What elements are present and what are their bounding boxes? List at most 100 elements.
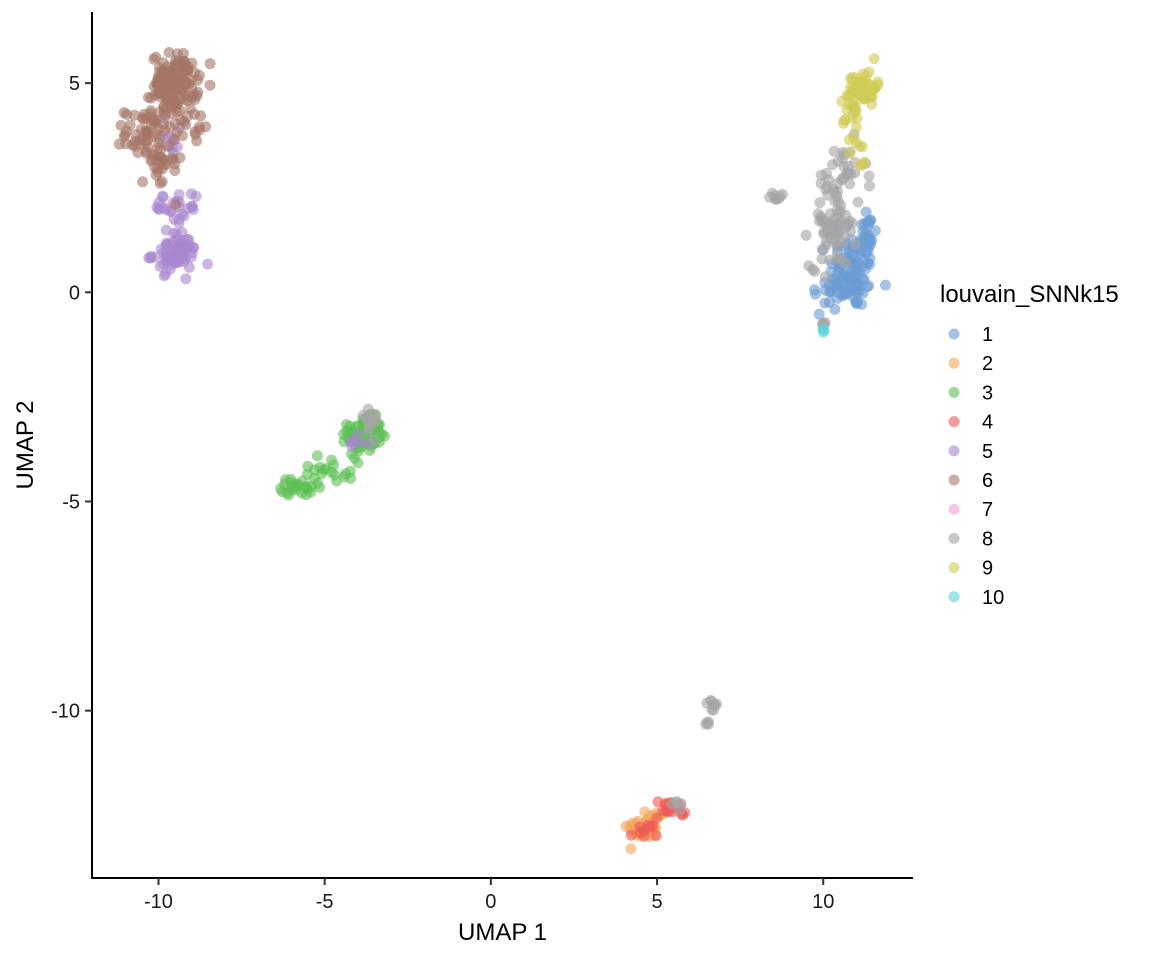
data-point-cluster-1	[856, 298, 868, 310]
data-point-cluster-6	[137, 112, 148, 124]
legend-key-4	[948, 416, 960, 428]
data-point-cluster-8	[841, 168, 853, 180]
data-point-cluster-5	[177, 235, 189, 246]
data-point-cluster-6	[132, 147, 144, 159]
data-point-cluster-6	[148, 53, 160, 65]
data-point-cluster-5	[345, 436, 357, 448]
data-point-cluster-5	[154, 260, 166, 272]
data-point-cluster-5	[183, 202, 194, 214]
data-point-cluster-6	[121, 108, 133, 120]
legend-label-2: 2	[982, 353, 993, 375]
data-point-cluster-8	[816, 243, 828, 255]
data-point-cluster-6	[146, 111, 158, 123]
data-point-cluster-8	[840, 258, 852, 270]
legend-label-7: 7	[982, 499, 993, 521]
legend-key-7	[948, 503, 960, 515]
data-point-cluster-1	[829, 303, 841, 315]
data-point-cluster-9	[850, 104, 862, 116]
data-point-cluster-6	[146, 131, 158, 143]
legend-label-4: 4	[982, 412, 993, 434]
legend-label-10: 10	[982, 587, 1004, 609]
data-point-cluster-9	[838, 114, 850, 126]
data-point-cluster-8	[832, 195, 844, 207]
data-point-cluster-3	[279, 478, 291, 490]
legend-key-8	[948, 532, 960, 544]
data-point-cluster-6	[121, 125, 132, 137]
data-point-cluster-1	[838, 269, 850, 281]
data-point-cluster-5	[175, 247, 187, 259]
data-point-cluster-8	[828, 184, 840, 195]
y-tick-label: -5	[62, 491, 80, 513]
legend-label-3: 3	[982, 382, 993, 404]
data-point-cluster-8	[357, 409, 369, 421]
data-point-cluster-8	[825, 208, 836, 220]
data-point-cluster-10	[818, 325, 830, 336]
data-point-cluster-5	[170, 228, 182, 240]
data-point-cluster-8	[368, 434, 380, 446]
legend-title: louvain_SNNk15	[940, 281, 1119, 308]
data-point-cluster-9	[860, 70, 872, 82]
data-point-cluster-1	[829, 273, 841, 285]
data-point-cluster-8	[701, 697, 713, 709]
data-point-cluster-9	[851, 121, 862, 133]
data-point-cluster-8	[825, 228, 837, 239]
legend: louvain_SNNk15 1 2 3 4 5 6 7 8 9 10	[940, 281, 1119, 609]
x-tick-label: -10	[144, 891, 173, 913]
legend-key-3	[948, 386, 960, 398]
y-tick-label: -10	[51, 701, 80, 723]
data-point-cluster-6	[159, 154, 171, 166]
x-tick-label: -5	[316, 891, 334, 913]
data-point-cluster-4	[634, 827, 646, 838]
y-axis-title: UMAP 2	[12, 401, 39, 490]
data-point-cluster-9	[836, 95, 848, 107]
data-point-cluster-8	[849, 238, 861, 250]
data-point-cluster-6	[163, 47, 175, 58]
data-point-cluster-6	[174, 152, 186, 164]
data-point-cluster-9	[868, 53, 880, 65]
data-point-cluster-6	[188, 108, 200, 120]
data-point-cluster-6	[161, 68, 173, 80]
data-point-cluster-1	[861, 281, 873, 293]
data-point-cluster-5	[180, 273, 192, 285]
legend-label-6: 6	[982, 470, 993, 492]
data-point-cluster-6	[173, 78, 185, 90]
data-point-cluster-8	[769, 190, 781, 202]
data-point-cluster-8	[863, 170, 875, 182]
data-point-cluster-6	[158, 89, 170, 101]
data-point-cluster-3	[314, 461, 326, 473]
data-point-cluster-3	[312, 477, 324, 489]
data-point-cluster-4	[651, 812, 663, 824]
axis-ticks: -10 -5 0 5 10 -10 -5 0 5	[51, 73, 834, 913]
data-point-cluster-1	[813, 308, 825, 320]
legend-key-9	[948, 562, 960, 574]
data-point-cluster-8	[362, 425, 374, 437]
data-point-cluster-6	[152, 143, 164, 154]
data-point-cluster-6	[204, 58, 216, 70]
data-point-cluster-5	[145, 250, 157, 262]
data-point-cluster-3	[311, 450, 323, 462]
data-point-cluster-8	[711, 698, 723, 710]
legend-label-9: 9	[982, 558, 993, 580]
data-point-cluster-9	[844, 147, 856, 159]
data-point-cluster-6	[137, 176, 149, 188]
data-point-cluster-6	[154, 106, 166, 118]
legend-label-1: 1	[982, 324, 993, 346]
data-point-cluster-5	[190, 190, 202, 202]
data-point-cluster-3	[344, 465, 356, 477]
data-point-cluster-1	[854, 248, 866, 260]
data-point-cluster-8	[824, 218, 835, 230]
data-point-cluster-3	[281, 487, 293, 499]
data-point-cluster-3	[292, 478, 304, 490]
data-point-cluster-1	[809, 284, 820, 296]
data-point-cluster-6	[169, 199, 181, 210]
x-axis-title: UMAP 1	[458, 919, 547, 946]
data-point-cluster-6	[204, 79, 216, 91]
data-point-cluster-8	[835, 216, 847, 228]
legend-items: 1 2 3 4 5 6 7 8 9 10	[948, 324, 1004, 609]
data-point-cluster-8	[809, 265, 821, 277]
data-point-cluster-8	[814, 197, 826, 209]
data-point-cluster-8	[674, 804, 686, 816]
data-point-cluster-8	[701, 717, 713, 729]
